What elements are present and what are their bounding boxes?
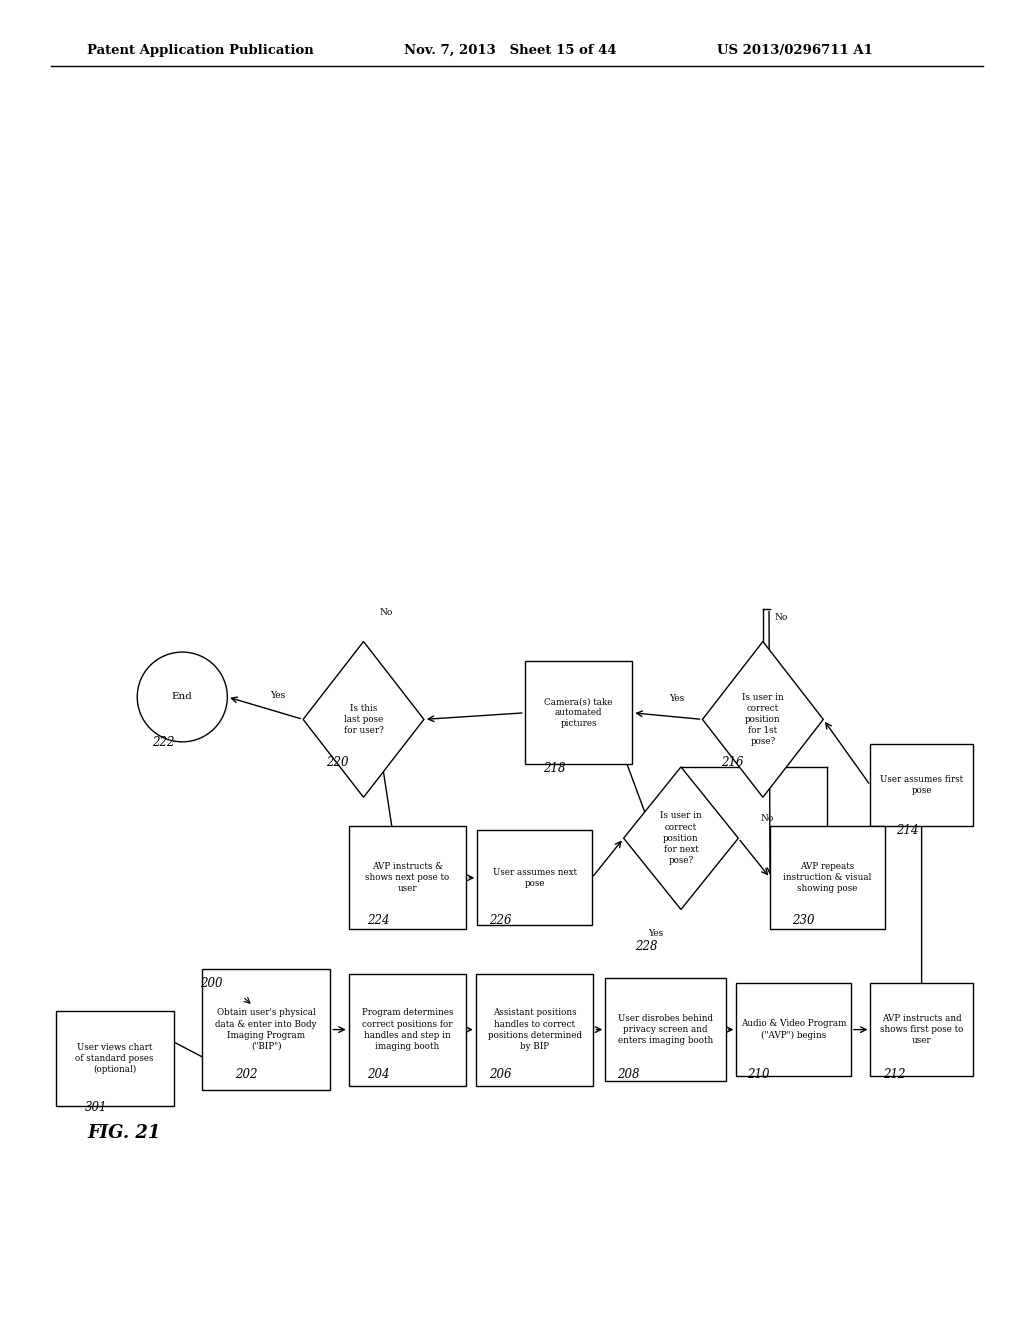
FancyBboxPatch shape: [736, 983, 851, 1076]
Text: 204: 204: [367, 1068, 389, 1081]
FancyBboxPatch shape: [348, 974, 467, 1085]
Text: Program determines
correct positions for
handles and step in
imaging booth: Program determines correct positions for…: [361, 1008, 454, 1051]
Text: 230: 230: [792, 913, 814, 927]
Text: Audio & Video Program
("AVP") begins: Audio & Video Program ("AVP") begins: [740, 1019, 847, 1040]
FancyBboxPatch shape: [870, 983, 973, 1076]
Text: User views chart
of standard poses
(optional): User views chart of standard poses (opti…: [76, 1043, 154, 1074]
FancyBboxPatch shape: [870, 744, 973, 826]
Text: Nov. 7, 2013   Sheet 15 of 44: Nov. 7, 2013 Sheet 15 of 44: [404, 44, 617, 57]
Text: User disrobes behind
privacy screen and
enters imaging booth: User disrobes behind privacy screen and …: [617, 1014, 714, 1045]
Text: 212: 212: [883, 1068, 905, 1081]
Ellipse shape: [137, 652, 227, 742]
FancyBboxPatch shape: [475, 974, 594, 1085]
Text: 206: 206: [489, 1068, 512, 1081]
Text: US 2013/0296711 A1: US 2013/0296711 A1: [717, 44, 872, 57]
FancyBboxPatch shape: [605, 978, 726, 1081]
Text: 224: 224: [367, 913, 389, 927]
Text: User assumes next
pose: User assumes next pose: [493, 867, 577, 888]
Text: Assistant positions
handles to correct
positions determined
by BIP: Assistant positions handles to correct p…: [487, 1008, 582, 1051]
Text: 220: 220: [326, 755, 348, 768]
Text: 216: 216: [721, 755, 743, 768]
Text: No: No: [774, 614, 788, 622]
Text: 218: 218: [543, 762, 565, 775]
Text: No: No: [760, 814, 774, 822]
Text: 202: 202: [236, 1068, 258, 1081]
FancyBboxPatch shape: [203, 969, 330, 1090]
Text: Is user in
correct
position
for next
pose?: Is user in correct position for next pos…: [660, 812, 701, 865]
Text: 226: 226: [489, 913, 512, 927]
Text: AVP repeats
instruction & visual
showing pose: AVP repeats instruction & visual showing…: [783, 862, 871, 894]
Text: No: No: [379, 609, 393, 616]
Text: Patent Application Publication: Patent Application Publication: [87, 44, 313, 57]
FancyBboxPatch shape: [477, 830, 592, 925]
FancyBboxPatch shape: [770, 826, 885, 929]
Text: Yes: Yes: [670, 694, 684, 702]
FancyBboxPatch shape: [348, 826, 467, 929]
Polygon shape: [624, 767, 738, 909]
Text: Is user in
correct
position
for 1st
pose?: Is user in correct position for 1st pose…: [742, 693, 783, 746]
Text: AVP instructs &
shows next pose to
user: AVP instructs & shows next pose to user: [366, 862, 450, 894]
FancyBboxPatch shape: [524, 661, 632, 764]
Text: 210: 210: [748, 1068, 770, 1081]
Polygon shape: [303, 642, 424, 797]
Text: Obtain user's physical
data & enter into Body
Imaging Program
("BIP"): Obtain user's physical data & enter into…: [215, 1008, 317, 1051]
Text: Yes: Yes: [648, 929, 663, 937]
FancyBboxPatch shape: [55, 1011, 174, 1106]
Text: End: End: [172, 693, 193, 701]
Text: Camera(s) take
automated
pictures: Camera(s) take automated pictures: [545, 697, 612, 729]
Text: 208: 208: [617, 1068, 640, 1081]
Text: 200: 200: [200, 977, 222, 990]
Text: AVP instructs and
shows first pose to
user: AVP instructs and shows first pose to us…: [880, 1014, 964, 1045]
Text: 228: 228: [635, 940, 657, 953]
Text: 222: 222: [152, 735, 174, 748]
Text: FIG. 21: FIG. 21: [87, 1123, 161, 1142]
Text: 214: 214: [896, 824, 919, 837]
Text: User assumes first
pose: User assumes first pose: [880, 775, 964, 796]
Text: Yes: Yes: [270, 692, 285, 700]
Text: 301: 301: [85, 1101, 108, 1114]
Text: Is this
last pose
for user?: Is this last pose for user?: [344, 704, 383, 735]
Polygon shape: [702, 642, 823, 797]
